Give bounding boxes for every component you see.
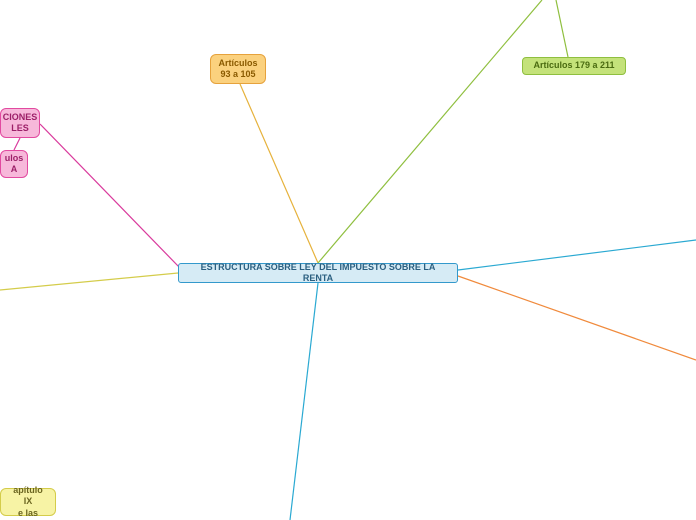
edge-layer (0, 0, 696, 520)
topic-label: Artículos 179 a 211 (533, 60, 614, 71)
topic-label: Artículos 93 a 105 (219, 58, 258, 81)
edge (14, 138, 20, 150)
edge (290, 283, 318, 520)
mindmap-canvas: { "type": "mindmap", "background_color":… (0, 0, 696, 520)
edge (458, 276, 696, 360)
edge (0, 273, 178, 290)
topic-node[interactable]: Artículos 179 a 211 (522, 57, 626, 75)
edge (318, 0, 542, 263)
central-topic[interactable]: ESTRUCTURA SOBRE LEY DEL IMPUESTO SOBRE … (178, 263, 458, 283)
edge (458, 240, 696, 270)
edge (556, 0, 568, 57)
topic-node[interactable]: CIONES LES (0, 108, 40, 138)
topic-label: CIONES LES (3, 112, 38, 135)
edge (240, 84, 318, 263)
topic-node[interactable]: ulos A (0, 150, 28, 178)
topic-node[interactable]: apítulo IX e las (0, 488, 56, 516)
topic-label: apítulo IX e las (9, 485, 47, 519)
topic-node[interactable]: Artículos 93 a 105 (210, 54, 266, 84)
edge (40, 124, 180, 268)
topic-label: ulos A (5, 153, 24, 176)
central-topic-label: ESTRUCTURA SOBRE LEY DEL IMPUESTO SOBRE … (187, 262, 449, 285)
